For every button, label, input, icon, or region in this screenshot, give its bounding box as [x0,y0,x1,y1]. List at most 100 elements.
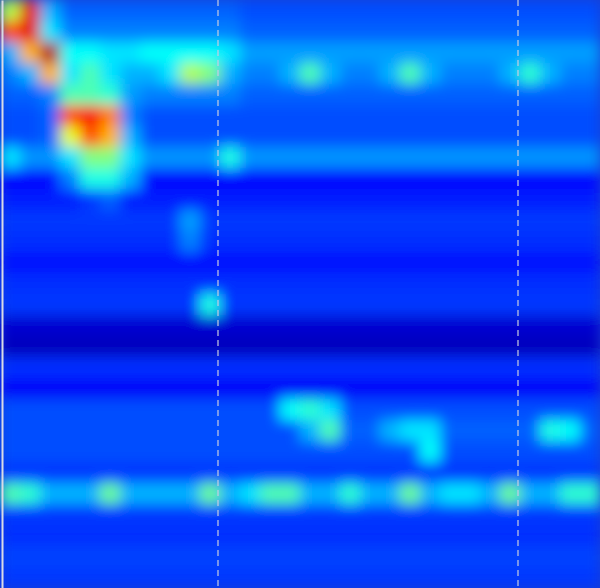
heat-cell [280,0,301,22]
heat-cell [280,63,301,85]
heat-cell [320,252,341,274]
heat-cell [280,273,301,295]
heat-cell [120,126,141,148]
heat-cell [420,567,441,588]
heat-cell [320,315,341,337]
heat-cell [580,231,600,253]
heat-cell [220,546,241,568]
heat-cell [380,504,401,526]
heat-cell [40,525,61,547]
heat-cell [360,84,381,106]
heat-cell [140,273,161,295]
heat-cell [120,525,141,547]
heat-cell [100,273,121,295]
heat-cell [560,42,581,64]
heat-cell [560,399,581,421]
heat-cell [480,63,501,85]
heat-cell [60,294,81,316]
heat-cell [460,336,481,358]
heat-cell [60,420,81,442]
heat-cell [300,315,321,337]
heat-cell [440,42,461,64]
heat-cell [220,63,241,85]
heat-cell [20,462,41,484]
heat-cell [540,420,561,442]
heat-cell [440,168,461,190]
heat-cell [320,504,341,526]
heat-cell [320,294,341,316]
heat-cell [80,21,101,43]
heat-cell [320,168,341,190]
heat-cell [280,483,301,505]
heat-cell [360,504,381,526]
heat-cell [280,21,301,43]
heat-cell [480,252,501,274]
heat-cell [420,336,441,358]
heat-cell [380,273,401,295]
heat-cell [120,0,141,22]
heat-cell [80,483,101,505]
heat-cell [40,399,61,421]
heat-cell [100,210,121,232]
heat-cell [220,273,241,295]
heat-cell [160,336,181,358]
heat-cell [120,357,141,379]
heat-cell [20,273,41,295]
heat-cell [560,315,581,337]
heat-cell [280,252,301,274]
heat-cell [420,462,441,484]
heat-cell [100,126,121,148]
heat-cell [540,126,561,148]
heat-cell [380,567,401,588]
heat-cell [480,189,501,211]
heat-cell [560,294,581,316]
heat-cell [100,546,121,568]
heat-cell [40,126,61,148]
heat-cell [120,168,141,190]
heat-cell [520,294,541,316]
heat-cell [340,189,361,211]
heat-cell [220,21,241,43]
heat-cell [140,42,161,64]
heat-cell [40,567,61,588]
heat-cell [580,63,600,85]
heat-cell [360,546,381,568]
heat-cell [20,252,41,274]
heat-cell [380,252,401,274]
heat-cell [40,378,61,400]
heat-cell [220,210,241,232]
heat-cell [560,357,581,379]
heat-cell [380,42,401,64]
heat-cell [580,126,600,148]
heat-cell [540,105,561,127]
heat-cell [140,546,161,568]
heat-cell [240,147,261,169]
heat-cell [520,252,541,274]
heat-cell [560,210,581,232]
heat-cell [560,147,581,169]
heat-cell [120,210,141,232]
heat-cell [580,399,600,421]
heat-cell [220,378,241,400]
heat-cell [400,126,421,148]
heat-cell [400,399,421,421]
heat-cell [400,462,421,484]
heat-cell [540,84,561,106]
heat-cell [420,42,441,64]
heat-cell [280,336,301,358]
heat-cell [100,0,121,22]
heat-cell [340,294,361,316]
heat-cell [400,231,421,253]
heat-cell [260,567,281,588]
heat-cell [340,441,361,463]
heat-cell [560,189,581,211]
heat-cell [160,0,181,22]
heat-cell [100,504,121,526]
heat-cell [260,84,281,106]
heat-cell [420,84,441,106]
heat-cell [460,483,481,505]
heat-cell [520,441,541,463]
heat-cell [360,294,381,316]
heat-cell [160,399,181,421]
heat-cell [520,336,541,358]
